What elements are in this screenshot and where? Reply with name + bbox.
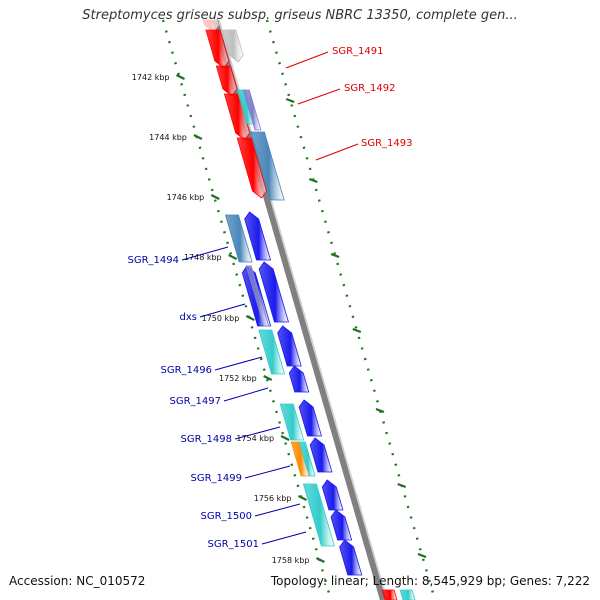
scale-tick [176, 74, 186, 80]
gene-arrow [244, 211, 272, 261]
gene-arrow [339, 539, 363, 576]
gene-label-sgr-1500[interactable]: SGR_1500 [201, 511, 253, 522]
scale-line-left [161, 19, 333, 600]
gene-arrow [202, 19, 219, 33]
gene-label-sgr-1498[interactable]: SGR_1498 [181, 434, 233, 445]
scale-tick [375, 407, 385, 414]
gene-leader-line [214, 356, 263, 371]
gene-arrow [242, 89, 262, 131]
gene-label-sgr-1499[interactable]: SGR_1499 [191, 473, 243, 484]
gene-leader-line [223, 387, 269, 402]
genome-stats-text: Topology: linear; Length: 8,545,929 bp; … [270, 574, 590, 588]
scale-tick [330, 252, 340, 259]
gene-leader-line [285, 51, 329, 69]
map-title: Streptomyces griseus subsp. griseus NBRC… [82, 8, 518, 23]
scale-tick-label: 1742 kbp [132, 73, 170, 82]
gene-leader-line [199, 303, 246, 318]
gene-label-sgr-1491[interactable]: SGR_1491 [332, 46, 384, 57]
scale-tick-label: 1754 kbp [236, 434, 274, 443]
gene-leader-line [315, 143, 359, 161]
gene-label-sgr-1501[interactable]: SGR_1501 [208, 539, 260, 550]
scale-tick-label: 1758 kbp [272, 556, 310, 565]
gene-label-sgr-1496[interactable]: SGR_1496 [161, 365, 213, 376]
gene-arrow [288, 365, 310, 393]
scale-tick [245, 315, 255, 321]
gene-leader-line [254, 503, 301, 517]
gene-arrow [221, 29, 244, 63]
gene-leader-line [297, 88, 341, 105]
scale-tick [193, 134, 203, 140]
gene-arrow [258, 261, 290, 323]
scale-tick [308, 177, 318, 184]
accession-text: Accession: NC_010572 [9, 574, 146, 588]
gene-arrow [298, 441, 316, 477]
gene-arrow [381, 589, 398, 600]
gene-arrow [215, 65, 238, 97]
scale-tick [210, 194, 220, 200]
gene-arrow [236, 137, 267, 199]
gene-arrow [302, 483, 335, 547]
scale-tick [315, 557, 325, 563]
scale-tick [417, 552, 427, 559]
gene-leader-line [244, 465, 291, 479]
scale-tick-label: 1752 kbp [219, 374, 257, 383]
gene-label-sgr-1492[interactable]: SGR_1492 [344, 83, 396, 94]
gene-arrow [205, 29, 230, 69]
gene-leader-line [234, 426, 281, 440]
gene-label-sgr-1497[interactable]: SGR_1497 [170, 396, 222, 407]
gene-arrow [298, 399, 323, 437]
scale-tick [352, 327, 362, 334]
scale-tick-label: 1750 kbp [202, 314, 240, 323]
gene-arrow [279, 403, 305, 441]
gene-arrow [258, 329, 286, 375]
scale-tick-label: 1744 kbp [149, 133, 187, 142]
scale-tick-label: 1756 kbp [254, 494, 292, 503]
gene-leader-line [181, 246, 229, 261]
gene-arrow [309, 437, 333, 473]
gene-arrow [330, 509, 353, 541]
gene-arrow [249, 131, 285, 201]
gene-arrow [277, 325, 302, 367]
scale-tick [285, 97, 295, 104]
gene-arrow [224, 214, 253, 263]
gene-arrow [223, 93, 251, 141]
gene-arrow [321, 479, 344, 511]
scale-tick [280, 435, 290, 441]
gene-label-dxs[interactable]: dxs [180, 312, 197, 323]
gene-arrow [245, 265, 270, 327]
scale-line-right [265, 19, 437, 600]
scale-tick-label: 1746 kbp [167, 193, 205, 202]
scale-tick-label: 1748 kbp [184, 253, 222, 262]
scale-tick [397, 482, 407, 489]
gene-label-sgr-1494[interactable]: SGR_1494 [128, 255, 180, 266]
scale-tick [297, 495, 307, 501]
scale-tick [228, 254, 238, 260]
gene-leader-line [261, 531, 307, 545]
scale-tick [263, 375, 273, 381]
gene-label-sgr-1493[interactable]: SGR_1493 [361, 138, 413, 149]
gene-arrow [399, 589, 416, 600]
